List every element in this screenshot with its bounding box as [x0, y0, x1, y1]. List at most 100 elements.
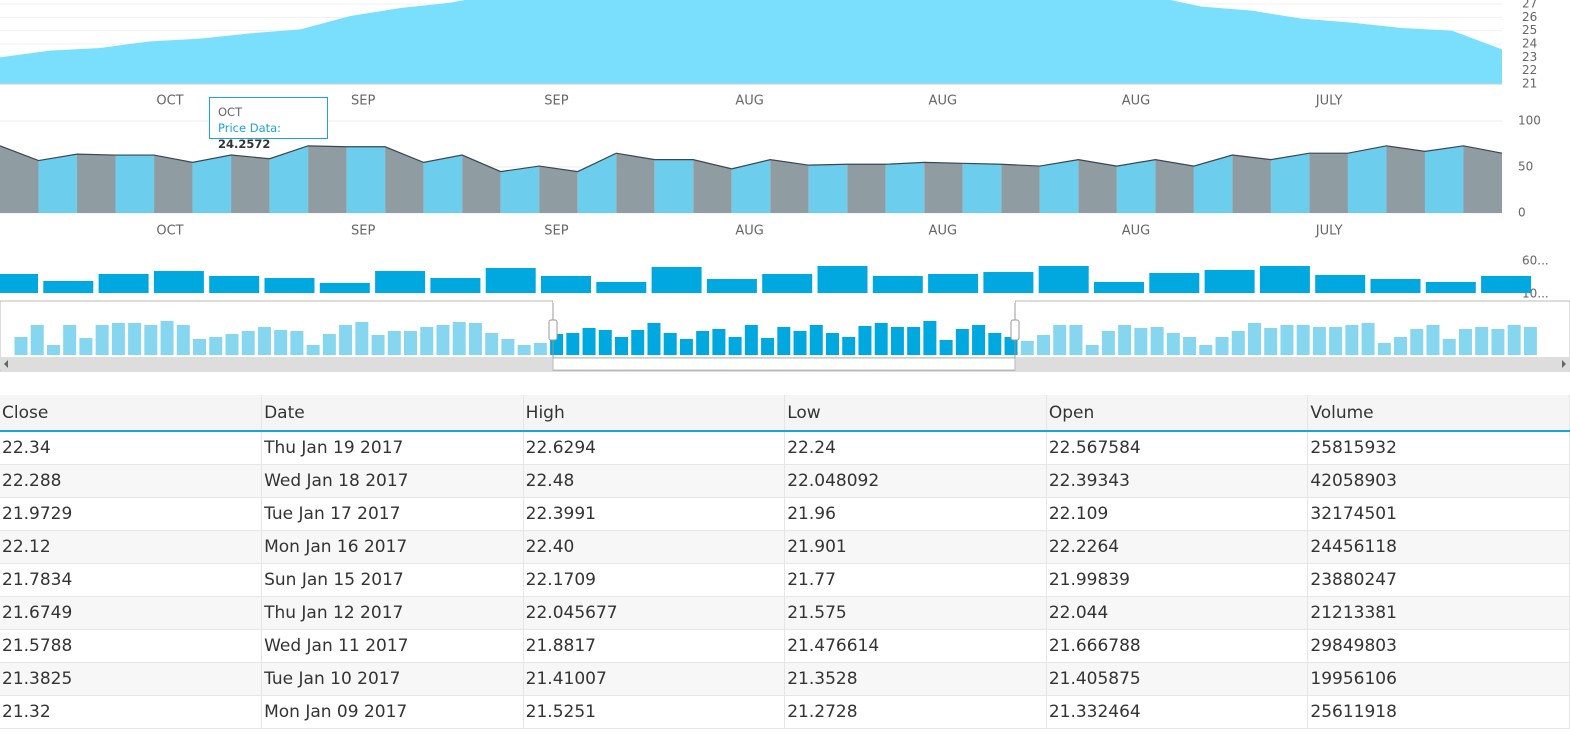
navigator-bar: [533, 343, 547, 355]
navigator-bar: [209, 337, 223, 355]
navigator-bar: [1507, 325, 1521, 355]
x-tick-label: AUG: [929, 224, 957, 239]
navigator-bar: [696, 331, 710, 355]
band-line: [0, 145, 1503, 173]
table-cell: 22.2264: [1046, 530, 1309, 564]
navigator-bar: [322, 334, 336, 355]
navigator-bar: [1361, 323, 1375, 355]
volume-bar: [1204, 269, 1255, 293]
table-cell: 21.3528: [784, 662, 1047, 696]
range-handle[interactable]: [1010, 319, 1020, 341]
navigator-bar: [858, 326, 872, 355]
band-segment: [308, 145, 347, 213]
table-cell: 23880247: [1307, 563, 1570, 597]
x-tick-label: AUG: [929, 94, 957, 109]
volume-bar: [596, 281, 647, 293]
navigator-bar: [1247, 323, 1261, 355]
table-cell: 21.5788: [0, 629, 263, 663]
band-segment: [1001, 164, 1040, 213]
table-cell: 42058903: [1307, 464, 1570, 498]
navigator-bar: [501, 339, 515, 355]
table-cell: 22.12: [0, 530, 263, 564]
table-cell: 21.2728: [784, 695, 1047, 729]
x-tick-label: OCT: [156, 94, 183, 109]
navigator-bar: [176, 325, 190, 355]
volume-bar: [1370, 279, 1421, 293]
table-cell: Thu Jan 12 2017: [261, 596, 524, 630]
band-segment: [231, 155, 270, 213]
volume-bar: [1038, 266, 1089, 293]
column-header[interactable]: Close: [0, 395, 263, 432]
x-tick-label: JULY: [1315, 224, 1343, 239]
data-grid: Close Date High Low Open Volume 22.34 Thu Jan 1…: [0, 395, 1570, 729]
navigator-bar: [1231, 331, 1245, 355]
y-tick-label: 0: [1518, 206, 1526, 220]
x-tick-label: AUG: [1122, 224, 1150, 239]
navigator-bar: [1134, 328, 1148, 355]
table-cell: 22.048092: [784, 464, 1047, 498]
band-segment: [616, 153, 655, 213]
navigator-bar: [468, 323, 482, 355]
navigator-bar: [1150, 327, 1164, 355]
table-row: 22.34 Thu Jan 19 2017 22.6294 22.24 22.56758…: [0, 431, 1570, 465]
navigator-bar: [241, 331, 255, 355]
navigator-bar: [728, 337, 742, 355]
table-cell: Sun Jan 15 2017: [261, 563, 524, 597]
table-cell: 22.1709: [523, 563, 786, 597]
navigator-bar: [679, 339, 693, 355]
range-handle[interactable]: [548, 319, 558, 341]
navigator-bar: [95, 325, 109, 355]
navigator-bar: [923, 321, 937, 355]
navigator-bar: [452, 322, 466, 355]
band-segment: [693, 159, 732, 213]
navigator-mask: [553, 299, 1015, 303]
navigator-bar: [972, 325, 986, 355]
band-segment: [154, 155, 193, 213]
navigator-bar: [1345, 325, 1359, 355]
table-cell: Wed Jan 11 2017: [261, 629, 524, 663]
navigator-bar: [111, 323, 125, 355]
volume-bar: [706, 279, 757, 293]
band-segment: [847, 164, 886, 213]
navigator-bar: [160, 321, 174, 355]
volume-bar: [153, 271, 204, 293]
table-cell: 22.34: [0, 431, 263, 465]
price-area: [0, 0, 1502, 84]
volume-bar: [98, 274, 149, 293]
column-header[interactable]: Date: [261, 395, 524, 432]
scroll-left[interactable]: [4, 360, 8, 368]
navigator-bar: [761, 338, 775, 355]
scroll-right[interactable]: [1562, 360, 1566, 368]
column-header[interactable]: Volume: [1307, 395, 1570, 432]
band-segment: [1309, 153, 1348, 213]
volume-bar: [1481, 275, 1532, 293]
band-segment: [346, 146, 386, 213]
navigator-bar: [842, 337, 856, 355]
volume-bar: [264, 278, 315, 293]
column-header[interactable]: High: [523, 395, 786, 432]
navigator-bar: [46, 345, 60, 355]
band-segment: [577, 153, 617, 213]
navigator-bar: [647, 323, 661, 355]
table-cell: 21.77: [784, 563, 1047, 597]
navigator-bar: [14, 337, 28, 355]
band-segment: [1424, 145, 1464, 213]
navigator-bar: [1101, 331, 1115, 355]
x-tick-label: AUG: [735, 224, 763, 239]
navigator-bar: [939, 340, 953, 355]
band-segment: [808, 164, 848, 213]
table-cell: Tue Jan 10 2017: [261, 662, 524, 696]
navigator-bar: [777, 327, 791, 355]
column-header[interactable]: Low: [784, 395, 1047, 432]
navigator-bar: [420, 327, 434, 355]
table-cell: 22.48: [523, 464, 786, 498]
volume-bar: [1094, 281, 1144, 293]
tooltip-value: 24.2572: [218, 137, 271, 151]
navigator-bar: [1426, 325, 1440, 355]
column-header[interactable]: Open: [1046, 395, 1309, 432]
y-tick-label: 100: [1518, 114, 1541, 128]
navigator-bar: [615, 337, 629, 355]
x-tick-label: JULY: [1315, 94, 1343, 109]
scroll-thumb[interactable]: [552, 357, 1016, 371]
volume-bar: [651, 267, 702, 293]
